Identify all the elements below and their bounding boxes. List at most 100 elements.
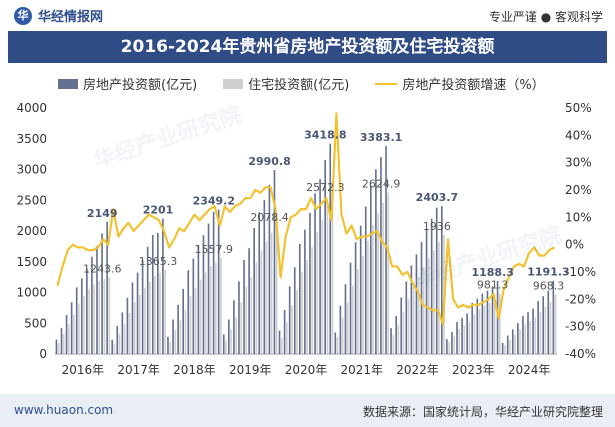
- bar-invest: [55, 339, 58, 354]
- bar-invest: [430, 218, 433, 354]
- bar-invest: [375, 169, 377, 354]
- footer: www.huaon.com 数据来源：国家统计局，华经产业研究院整理: [0, 394, 615, 427]
- bar-invest: [501, 342, 504, 354]
- bar-invest: [547, 290, 550, 354]
- bar-invest: [359, 225, 362, 354]
- huajing-logo-icon: 华: [14, 6, 32, 25]
- bar-residential: [382, 202, 384, 354]
- bar-residential: [519, 329, 521, 354]
- legend-label-residential: 住宅投资额(亿元): [248, 78, 350, 93]
- bar-residential: [453, 336, 455, 354]
- bar-residential: [220, 258, 222, 354]
- y-left-tick-label: 0: [39, 347, 47, 361]
- bar-residential: [311, 246, 313, 354]
- bar-invest: [339, 305, 342, 354]
- bar-invest: [136, 272, 139, 354]
- bar-invest: [319, 179, 321, 354]
- chart-plot: 0 500 1000 1500 2000 2500 3000 3500 4000 -40% -30%…: [16, 101, 596, 377]
- footer-website[interactable]: www.huaon.com: [14, 403, 114, 417]
- bar-residential: [301, 271, 303, 354]
- bar-invest: [410, 265, 413, 354]
- bar-residential: [88, 289, 90, 354]
- y-right-tick-label: 50%: [565, 101, 592, 115]
- bar-invest: [278, 330, 281, 354]
- bar-residential: [240, 302, 243, 354]
- bar-residential: [422, 267, 425, 354]
- bar-residential: [372, 224, 374, 354]
- legend-swatch-residential: [223, 78, 244, 89]
- data-label-invest: 3418.8: [304, 129, 346, 142]
- data-label-residential: 2078.4: [250, 211, 289, 224]
- bar-invest: [304, 229, 306, 354]
- bar-residential: [73, 314, 75, 354]
- bar-invest: [400, 297, 403, 354]
- bar-invest: [446, 339, 448, 354]
- legend-swatch-growth: [375, 82, 398, 85]
- bar-invest: [506, 335, 509, 354]
- bar-invest: [466, 313, 468, 354]
- bar-residential: [326, 205, 329, 354]
- bar-residential: [392, 334, 395, 354]
- bar-residential: [417, 277, 420, 354]
- bar-invest: [532, 308, 534, 354]
- bar-invest: [80, 278, 83, 354]
- bar-residential: [493, 298, 496, 354]
- bar-residential: [159, 272, 161, 354]
- bar-residential: [296, 290, 298, 354]
- data-label-invest: 1191.3: [527, 266, 569, 279]
- bar-residential: [397, 325, 400, 354]
- y-right-tick-label: -20%: [565, 292, 596, 306]
- data-label-invest: 2403.7: [416, 191, 458, 204]
- bar-residential: [286, 322, 288, 354]
- legend-label-growth: 房地产投资额增速（%）: [402, 78, 545, 93]
- data-label-residential: 1243.6: [83, 263, 122, 276]
- legend-item-invest: 房地产投资额(亿元): [58, 74, 197, 93]
- bar-residential: [351, 285, 354, 354]
- y-left-tick-label: 3000: [16, 163, 47, 177]
- x-tick-label: 2016年: [62, 363, 105, 377]
- bar-residential: [331, 195, 334, 354]
- bar-residential: [483, 305, 486, 354]
- bar-invest: [172, 319, 174, 354]
- bar-residential: [554, 294, 557, 354]
- legend-swatch-invest: [58, 78, 78, 89]
- bar-residential: [138, 294, 141, 354]
- y-left-tick-label: 1000: [16, 286, 47, 300]
- bar-residential: [83, 296, 85, 354]
- y-right-tick-label: 30%: [565, 156, 592, 170]
- y-right-tick-label: 10%: [565, 210, 592, 224]
- data-label-residential: 981.3: [477, 279, 509, 292]
- data-label-invest: 2201: [143, 204, 174, 217]
- bar-residential: [509, 339, 511, 354]
- bar-residential: [433, 250, 435, 354]
- bar-invest: [263, 200, 266, 354]
- bar-invest: [517, 323, 519, 354]
- bar-invest: [314, 193, 316, 354]
- bar-invest: [344, 284, 347, 354]
- bar-residential: [103, 278, 106, 354]
- growth-line: [56, 112, 556, 325]
- bar-residential: [255, 262, 258, 354]
- bar-residential: [189, 296, 192, 354]
- bar-invest: [70, 302, 73, 354]
- bar-residential: [118, 333, 121, 354]
- bar-invest: [390, 328, 392, 354]
- bar-invest: [86, 268, 88, 354]
- bar-invest: [238, 281, 240, 354]
- y-right-tick-label: -30%: [565, 320, 596, 334]
- bar-residential: [316, 231, 319, 354]
- bar-invest: [369, 185, 372, 354]
- bar-invest: [243, 260, 245, 354]
- tagline: 专业严谨 ● 客观科学: [488, 10, 603, 24]
- bar-invest: [207, 223, 210, 354]
- bar-residential: [367, 240, 369, 354]
- bar-invest: [385, 145, 387, 354]
- bar-residential: [280, 337, 283, 354]
- bar-residential: [438, 242, 440, 354]
- bar-invest: [456, 322, 458, 354]
- brand[interactable]: 华 华经情报网: [14, 6, 103, 25]
- x-tick-label: 2023年: [452, 363, 495, 377]
- bar-residential: [377, 212, 379, 354]
- brand-name: 华经情报网: [38, 10, 104, 25]
- bar-invest: [162, 218, 164, 354]
